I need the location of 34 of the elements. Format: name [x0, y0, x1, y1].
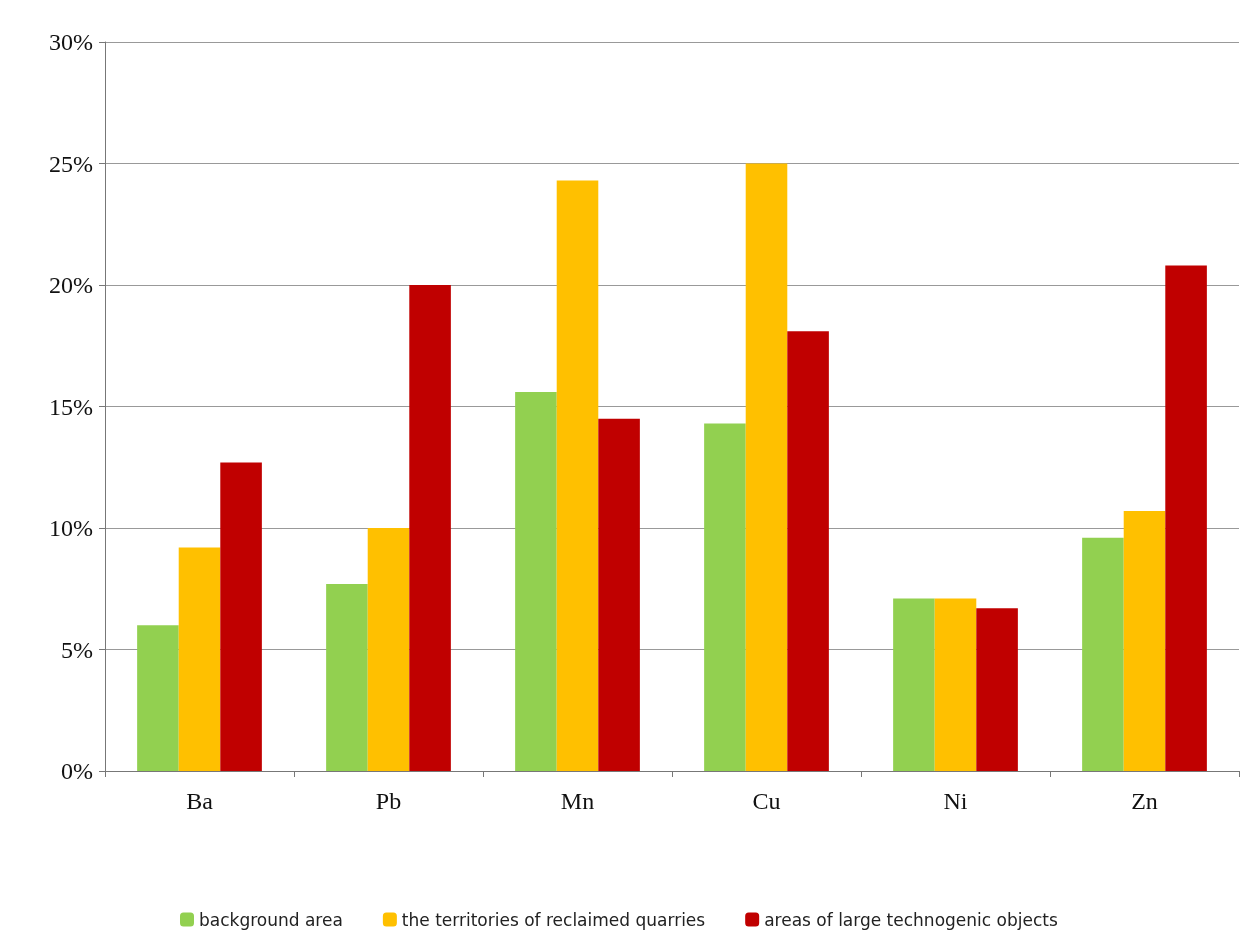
y-tick-label: 15% — [49, 393, 93, 420]
legend-label: the territories of reclaimed quarries — [401, 909, 706, 930]
x-tick-label: Ba — [186, 788, 214, 814]
y-tick-label: 30% — [49, 29, 93, 55]
bar — [367, 528, 410, 771]
bar — [1082, 537, 1124, 771]
x-tick-label: Cu — [752, 788, 781, 814]
bar — [515, 391, 557, 771]
bar — [1123, 510, 1166, 771]
legend-label: background area — [199, 909, 343, 930]
bar — [893, 598, 935, 771]
y-tick-label: 25% — [49, 150, 93, 177]
bar — [556, 180, 599, 771]
y-tick-label: 5% — [61, 636, 93, 663]
x-tick-label: Mn — [560, 788, 595, 814]
y-tick-label: 20% — [49, 272, 93, 298]
bar — [704, 423, 746, 771]
bar — [137, 625, 179, 771]
bar — [745, 163, 788, 771]
bar — [787, 331, 829, 771]
bar — [326, 583, 368, 771]
y-tick-label: 10% — [49, 515, 93, 541]
x-tick-label: Zn — [1131, 788, 1158, 814]
x-tick-label: Pb — [375, 788, 402, 814]
bar — [1165, 265, 1207, 771]
y-tick-label: 0% — [61, 758, 93, 784]
bar — [409, 285, 451, 771]
bar — [598, 418, 640, 771]
bar — [976, 608, 1018, 771]
bar — [934, 598, 977, 771]
legend-label: areas of large technogenic objects — [764, 909, 1058, 930]
bar — [178, 547, 221, 771]
x-tick-label: Ni — [943, 788, 968, 814]
bar — [220, 462, 262, 771]
